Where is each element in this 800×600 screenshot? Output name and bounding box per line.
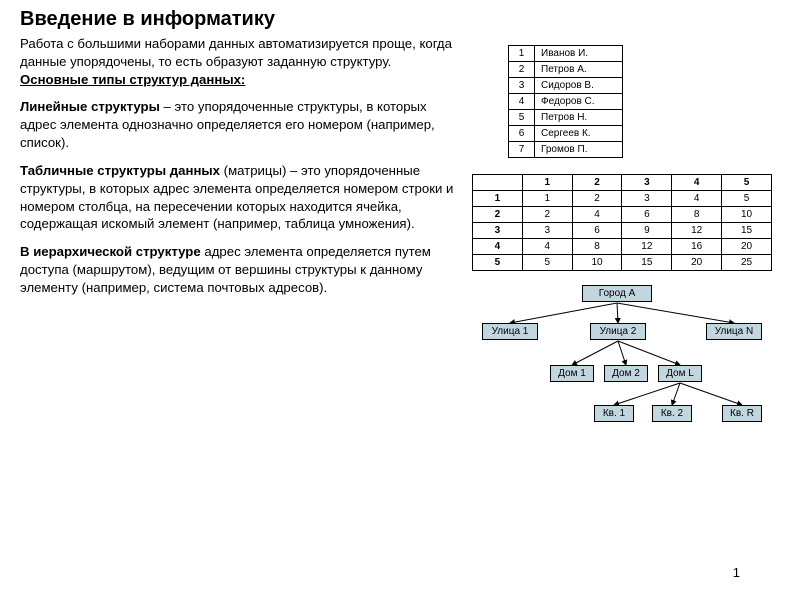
cell: 2 [522, 207, 572, 223]
column-header: 2 [572, 175, 622, 191]
row-name: Сидоров В. [535, 78, 623, 94]
tree-node-root: Город А [582, 285, 652, 302]
table-row: 4Федоров С. [509, 94, 623, 110]
table-row: 33691215 [473, 223, 772, 239]
table-row: 6Сергеев К. [509, 126, 623, 142]
row-name: Петров Н. [535, 110, 623, 126]
tree-node-apt2: Кв. 2 [652, 405, 692, 422]
table-row: 5Петров Н. [509, 110, 623, 126]
cell: 4 [522, 239, 572, 255]
table-row: 448121620 [473, 239, 772, 255]
row-number: 1 [509, 46, 535, 62]
row-name: Федоров С. [535, 94, 623, 110]
tree-node-apt1: Кв. 1 [594, 405, 634, 422]
row-name: Петров А. [535, 62, 623, 78]
intro-text: Работа с большими наборами данных автома… [20, 35, 460, 88]
cell: 3 [522, 223, 572, 239]
column-header: 1 [522, 175, 572, 191]
table-row: 12345 [473, 175, 772, 191]
row-header: 4 [473, 239, 523, 255]
row-number: 3 [509, 78, 535, 94]
cell: 10 [572, 255, 622, 271]
page-title: Введение в информатику [0, 0, 800, 35]
cell: 8 [572, 239, 622, 255]
row-header: 3 [473, 223, 523, 239]
figures-column: 1Иванов И.2Петров А.3Сидоров В.4Федоров … [472, 35, 780, 435]
row-number: 2 [509, 62, 535, 78]
table-row: 1Иванов И. [509, 46, 623, 62]
column-header: 5 [722, 175, 772, 191]
tree-node-houseL: Дом L [658, 365, 702, 382]
row-number: 5 [509, 110, 535, 126]
row-name: Сергеев К. [535, 126, 623, 142]
table-row: 112345 [473, 191, 772, 207]
cell: 5 [522, 255, 572, 271]
row-number: 7 [509, 142, 535, 158]
row-header: 5 [473, 255, 523, 271]
cell: 5 [722, 191, 772, 207]
tree-node-street1: Улица 1 [482, 323, 538, 340]
cell: 15 [722, 223, 772, 239]
cell: 12 [622, 239, 672, 255]
section-heading: Основные типы структур данных: [20, 72, 245, 87]
cell: 20 [722, 239, 772, 255]
linear-list-table: 1Иванов И.2Петров А.3Сидоров В.4Федоров … [508, 45, 623, 158]
cell: 1 [522, 191, 572, 207]
text-column: Работа с большими наборами данных автома… [20, 35, 460, 435]
tree-diagram: Город А Улица 1 Улица 2 Улица N Дом 1 Дом 2 До… [472, 285, 772, 435]
row-header: 2 [473, 207, 523, 223]
cell: 2 [572, 191, 622, 207]
paragraph-tabular: Табличные структуры данных (матрицы) – э… [20, 162, 460, 233]
cell: 6 [572, 223, 622, 239]
table-row: 2Петров А. [509, 62, 623, 78]
cell: 20 [672, 255, 722, 271]
row-header: 1 [473, 191, 523, 207]
cell: 16 [672, 239, 722, 255]
table-row: 2246810 [473, 207, 772, 223]
matrix-table: 1234511234522468103369121544812162055101… [472, 174, 772, 271]
row-number: 6 [509, 126, 535, 142]
cell: 25 [722, 255, 772, 271]
tree-node-house1: Дом 1 [550, 365, 594, 382]
table-row: 7Громов П. [509, 142, 623, 158]
cell: 8 [672, 207, 722, 223]
column-header: 4 [672, 175, 722, 191]
column-header: 3 [622, 175, 672, 191]
page-number: 1 [733, 565, 740, 580]
table-row: 5510152025 [473, 255, 772, 271]
tree-node-street2: Улица 2 [590, 323, 646, 340]
row-name: Громов П. [535, 142, 623, 158]
row-name: Иванов И. [535, 46, 623, 62]
tree-node-house2: Дом 2 [604, 365, 648, 382]
cell: 3 [622, 191, 672, 207]
cell: 10 [722, 207, 772, 223]
tree-node-streetN: Улица N [706, 323, 762, 340]
paragraph-linear: Линейные структуры – это упорядоченные с… [20, 98, 460, 151]
cell: 15 [622, 255, 672, 271]
row-number: 4 [509, 94, 535, 110]
table-row: 3Сидоров В. [509, 78, 623, 94]
cell: 4 [672, 191, 722, 207]
paragraph-hierarchical: В иерархической структуре адрес элемента… [20, 243, 460, 296]
cell: 4 [572, 207, 622, 223]
cell: 12 [672, 223, 722, 239]
cell: 9 [622, 223, 672, 239]
content: Работа с большими наборами данных автома… [0, 35, 800, 435]
tree-node-aptR: Кв. R [722, 405, 762, 422]
cell: 6 [622, 207, 672, 223]
column-header [473, 175, 523, 191]
